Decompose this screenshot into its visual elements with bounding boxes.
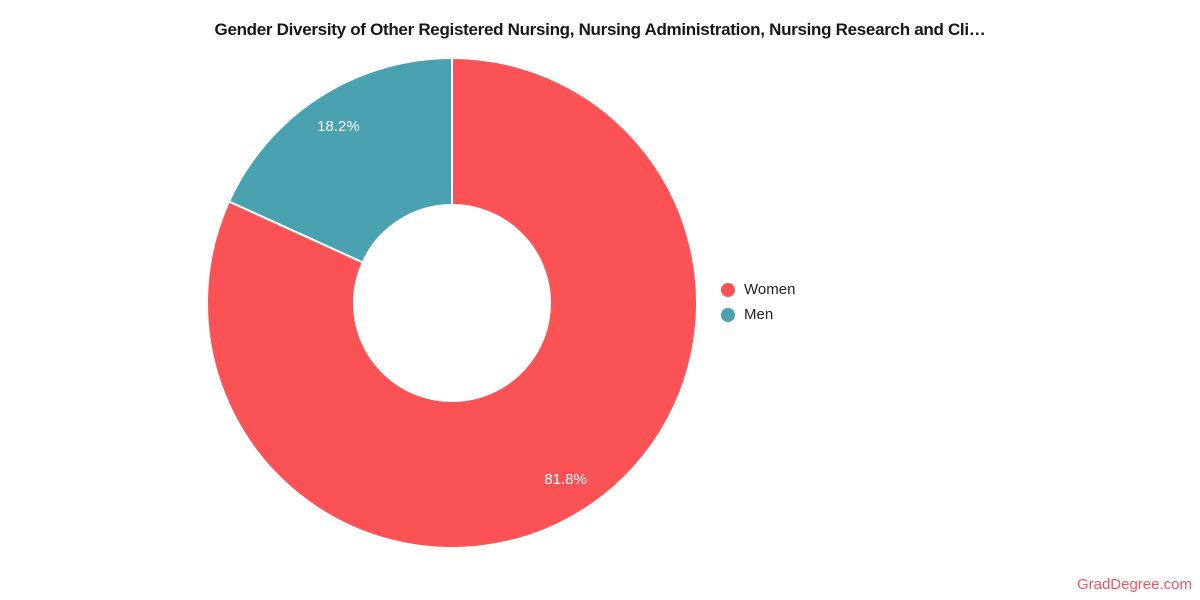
legend-item-women[interactable]: Women	[721, 277, 795, 302]
legend-label-men: Men	[744, 306, 774, 323]
pie-slice-men[interactable]	[227, 56, 453, 264]
chart-title: Gender Diversity of Other Registered Nur…	[214, 20, 986, 39]
legend-marker-women-icon	[721, 282, 735, 297]
legend-label-women: Women	[744, 281, 796, 298]
legend-item-men[interactable]: Men	[721, 302, 795, 327]
legend-marker-men-icon	[721, 307, 735, 322]
pie-slice-women[interactable]	[206, 56, 698, 549]
slice-label-men: 18.2%	[317, 118, 360, 135]
slice-label-women: 81.8%	[544, 471, 587, 488]
legend: Women Men	[721, 277, 795, 327]
watermark-link[interactable]: GradDegree.com	[1076, 576, 1192, 593]
